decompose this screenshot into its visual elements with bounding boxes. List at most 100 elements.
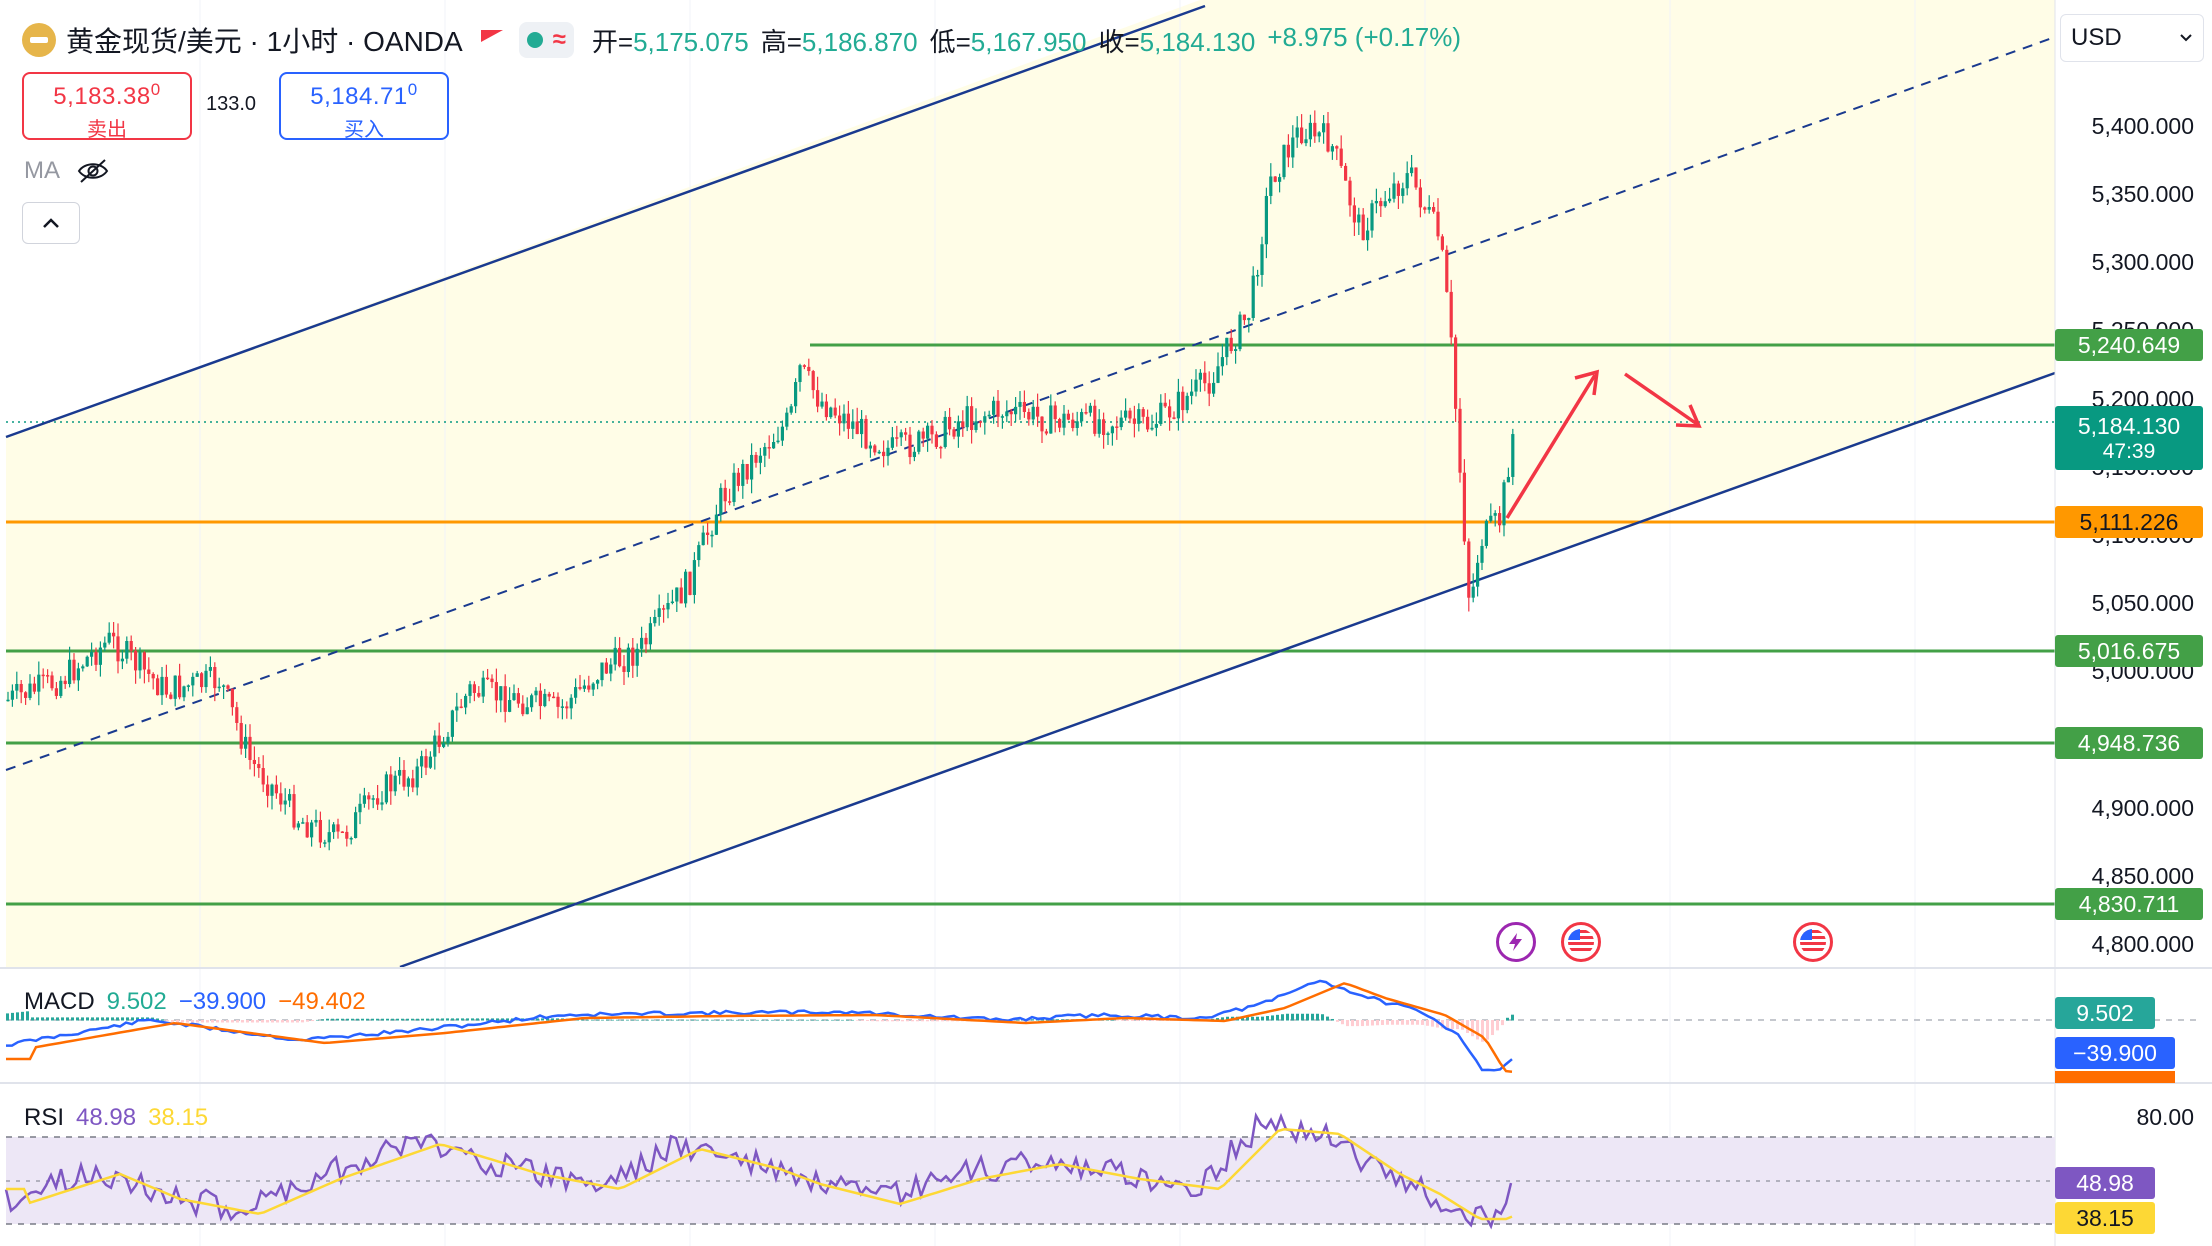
- eye-hidden-icon[interactable]: [76, 158, 110, 184]
- candle-body: [129, 640, 133, 651]
- candle-body: [886, 447, 890, 457]
- macd-hist-bar: [376, 1018, 379, 1021]
- level-tag-support[interactable]: 4,830.711: [2055, 888, 2203, 920]
- macd-hist-bar: [1446, 1020, 1449, 1030]
- red-flag-icon[interactable]: [480, 30, 503, 42]
- us-flag-event-icon[interactable]: [1793, 922, 1833, 962]
- macd-hist-bar: [686, 1019, 689, 1021]
- candle-body: [1304, 139, 1308, 144]
- candle-body: [486, 677, 490, 680]
- collapse-legend-button[interactable]: [22, 202, 80, 244]
- level-tag-support[interactable]: 4,948.736: [2055, 727, 2203, 759]
- buy-button[interactable]: 5,184.710 买入: [279, 72, 449, 141]
- sell-button[interactable]: 5,183.380 卖出: [22, 72, 192, 141]
- macd-hist-bar: [681, 1019, 684, 1021]
- candle-body: [1308, 122, 1312, 140]
- macd-line-tag: −39.900: [2055, 1037, 2175, 1069]
- candle-body: [226, 685, 230, 689]
- last-price-tag[interactable]: 5,184.130 47:39: [2055, 406, 2203, 470]
- macd-legend[interactable]: MACD 9.502 −39.900 −49.402: [24, 988, 366, 1016]
- macd-hist-bar: [216, 1020, 219, 1023]
- candle-body: [94, 652, 98, 665]
- macd-hist-bar: [771, 1019, 774, 1021]
- low-value: 5,167.950: [970, 26, 1087, 57]
- channel-mid-line[interactable]: [5, 36, 2056, 771]
- candle-body: [301, 822, 305, 824]
- candle-body: [1251, 275, 1255, 318]
- macd-hist-bar: [341, 1018, 344, 1021]
- macd-hist-bar: [1481, 1020, 1484, 1042]
- candle-body: [468, 684, 472, 696]
- currency-select[interactable]: USD: [2060, 14, 2204, 62]
- candle-body: [459, 706, 463, 709]
- channel-lower-line[interactable]: [399, 371, 2056, 969]
- rsi-line: [4, 1111, 1513, 1230]
- candle-body: [1088, 405, 1092, 413]
- candle-body: [741, 463, 745, 486]
- candle-body: [890, 437, 894, 448]
- lightning-event-icon[interactable]: [1496, 922, 1536, 962]
- us-flag-event-icon[interactable]: [1561, 922, 1601, 962]
- macd-signal-tag: [2055, 1071, 2175, 1083]
- market-status-pill[interactable]: ≈: [518, 22, 574, 58]
- macd-hist-bar: [411, 1018, 414, 1021]
- candle-body: [1295, 127, 1299, 138]
- macd-hist-bar: [416, 1018, 419, 1021]
- candle-body: [1489, 515, 1493, 521]
- level-tag-resistance[interactable]: 5,240.649: [2055, 329, 2203, 361]
- macd-hist-bar: [791, 1019, 794, 1021]
- macd-hist-bar: [1216, 1018, 1219, 1021]
- candle-body: [208, 666, 212, 671]
- rsi-legend[interactable]: RSI 48.98 38.15: [24, 1104, 208, 1132]
- macd-hist-bar: [721, 1019, 724, 1021]
- candle-body: [750, 454, 754, 480]
- candle-body: [1172, 417, 1176, 419]
- macd-hist-bar: [491, 1018, 494, 1021]
- macd-hist-bar: [221, 1020, 224, 1023]
- candle-body: [697, 545, 701, 561]
- macd-hist-bar: [1346, 1020, 1349, 1027]
- candle-body: [895, 437, 899, 439]
- ma-indicator-legend[interactable]: MA: [24, 157, 110, 185]
- candle-body: [46, 675, 50, 677]
- candle-body: [376, 798, 380, 805]
- macd-hist-bar: [1266, 1016, 1269, 1021]
- symbol-title[interactable]: 黄金现货/美元 · 1小时 · OANDA: [66, 26, 463, 57]
- candle-body: [1273, 176, 1277, 182]
- macd-hist-bar: [171, 1020, 174, 1022]
- candle-body: [547, 693, 551, 697]
- candle-body: [323, 842, 327, 844]
- macd-hist-bar: [1311, 1013, 1314, 1021]
- macd-hist-bar: [166, 1020, 169, 1021]
- symbol-header[interactable]: 黄金现货/美元 · 1小时 · OANDA ≈ 开=5,175.075 高=5,…: [22, 18, 1461, 62]
- rsi-label: RSI: [24, 1104, 65, 1131]
- candle-body: [160, 676, 164, 696]
- level-tag-pivot[interactable]: 5,111.226: [2055, 506, 2203, 538]
- macd-hist-bar: [891, 1020, 894, 1022]
- level-tag-support[interactable]: 5,016.675: [2055, 635, 2203, 667]
- candle-body: [314, 819, 318, 823]
- candle-body: [415, 766, 419, 788]
- macd-hist-bar: [1391, 1020, 1394, 1025]
- candle-body: [318, 819, 322, 843]
- macd-hist-bar: [126, 1017, 129, 1021]
- candle-body: [530, 695, 534, 708]
- candle-body: [1084, 412, 1088, 414]
- projection-arrows[interactable]: [1505, 369, 1702, 519]
- candle-body: [688, 571, 692, 595]
- macd-hist-bar: [596, 1019, 599, 1021]
- candle-body: [1383, 201, 1387, 207]
- candle-body: [156, 678, 160, 696]
- macd-hist-bar: [826, 1019, 829, 1021]
- candle-body: [635, 648, 639, 666]
- last-price-value: 5,184.130: [2077, 412, 2181, 439]
- macd-hist-bar: [591, 1019, 594, 1021]
- candle-body: [1031, 406, 1035, 420]
- macd-hist-bar: [701, 1019, 704, 1021]
- channel-upper-line[interactable]: [5, 4, 1206, 439]
- candle-body: [1181, 391, 1185, 411]
- macd-hist-bar: [236, 1020, 239, 1023]
- macd-hist-bar: [91, 1017, 94, 1021]
- candle-body: [1044, 431, 1048, 434]
